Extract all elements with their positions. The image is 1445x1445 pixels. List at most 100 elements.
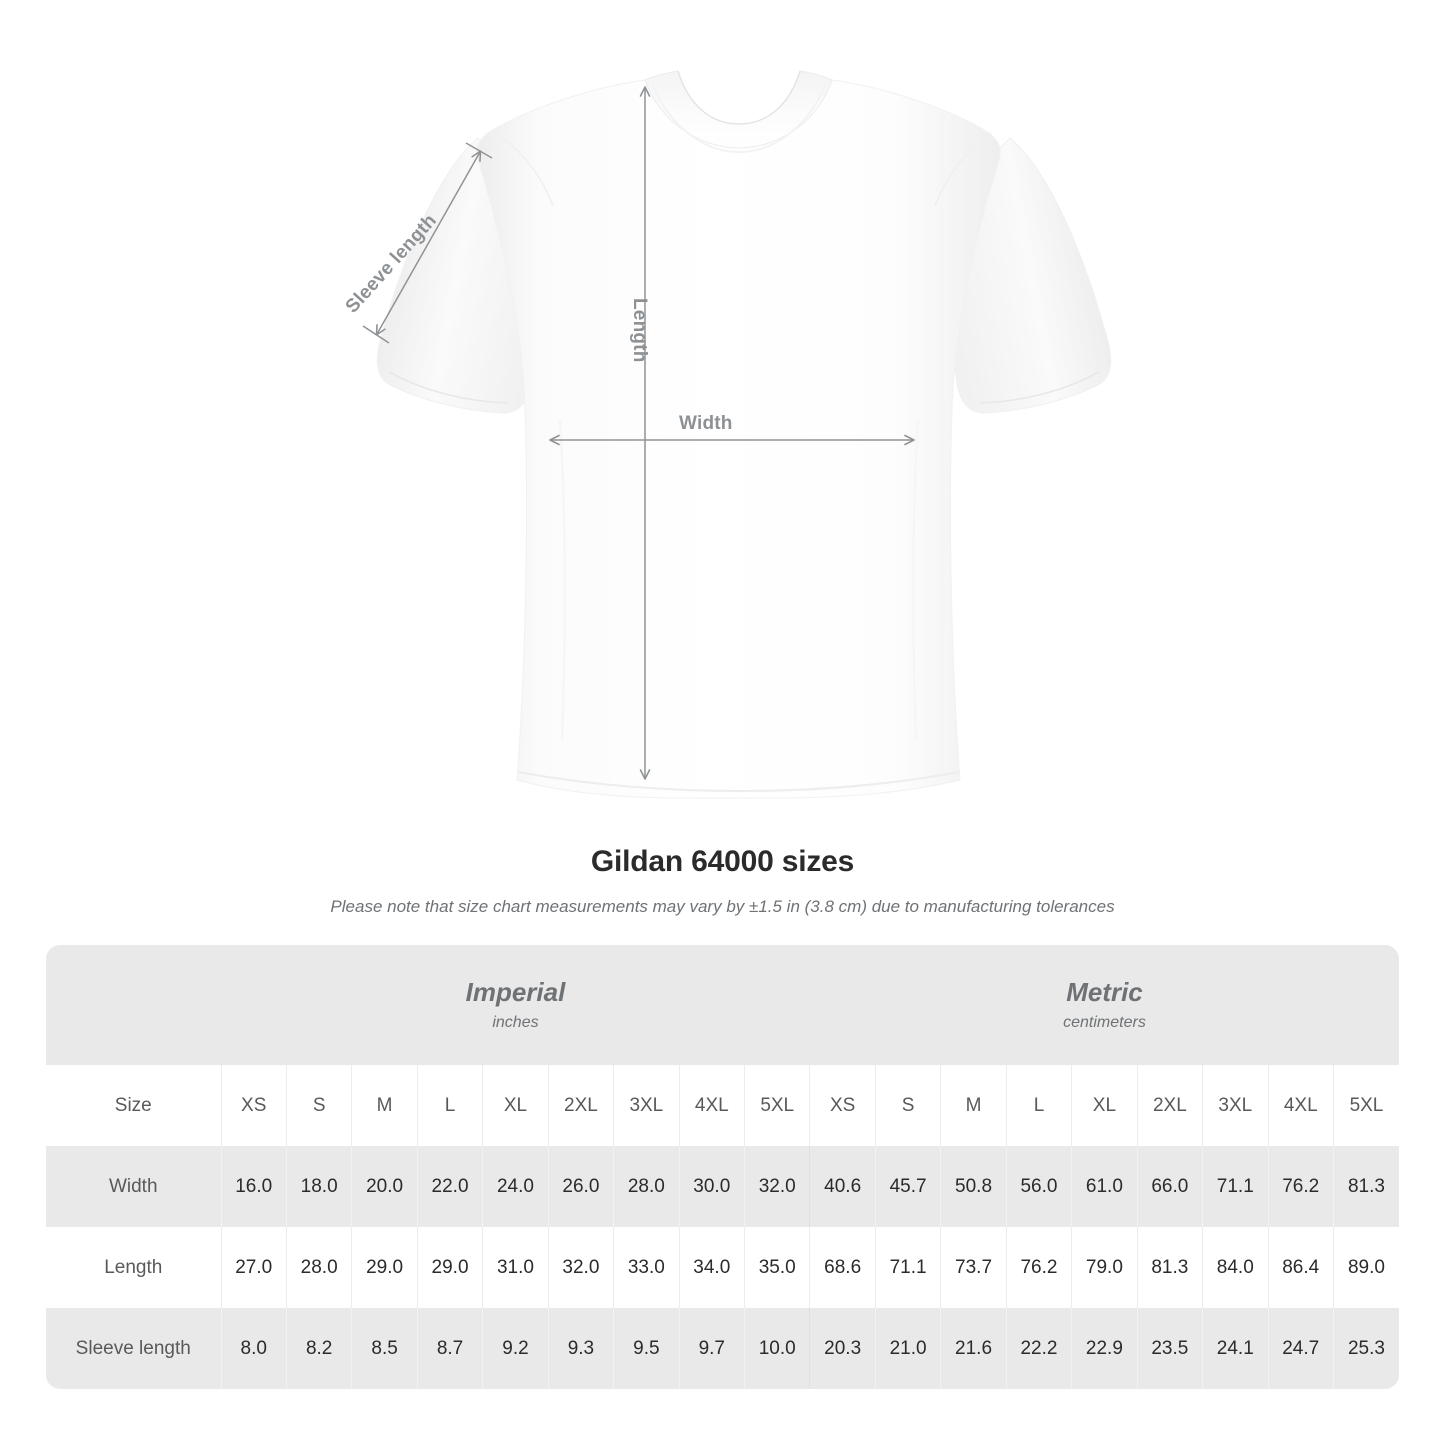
table-cell: 22.9: [1071, 1308, 1138, 1389]
size-column-header-imperial-2xl: 2XL: [547, 1065, 614, 1146]
table-cell: 40.6: [809, 1146, 876, 1227]
size-column-header-metric-l: L: [1005, 1065, 1072, 1146]
table-cell: 8.0: [220, 1308, 287, 1389]
size-column-header-imperial-s: S: [285, 1065, 352, 1146]
size-column-header-metric-s: S: [874, 1065, 941, 1146]
table-cell: 22.2: [1005, 1308, 1072, 1389]
size-column-header-imperial-xl: XL: [482, 1065, 549, 1146]
table-cell: 66.0: [1136, 1146, 1203, 1227]
left-sleeve-hem: [388, 371, 509, 404]
neck-opening: [677, 70, 801, 125]
table-cell: 22.0: [416, 1146, 483, 1227]
length-label: Length: [629, 298, 650, 363]
table-cell: 9.3: [547, 1308, 614, 1389]
table-cell: 68.6: [809, 1227, 876, 1308]
unit-group-subtitle: inches: [492, 1013, 539, 1031]
size-column-header-metric-3xl: 3XL: [1202, 1065, 1269, 1146]
size-column-header-metric-m: M: [940, 1065, 1007, 1146]
size-header-row: Size XS S M L XL 2XL 3XL 4XL 5XL XS S M L XL 2XL 3XL 4XL 5…: [46, 1065, 1399, 1146]
right-shoulder-seam: [934, 132, 992, 207]
table-cell: 81.3: [1332, 1146, 1399, 1227]
table-cell: 30.0: [678, 1146, 745, 1227]
table-cell: 9.7: [678, 1308, 745, 1389]
tshirt-shape: [376, 70, 1112, 799]
title-block: Gildan 64000 sizes Please note that size…: [0, 845, 1445, 917]
table-cell: 56.0: [1005, 1146, 1072, 1227]
size-column-header-metric-4xl: 4XL: [1267, 1065, 1334, 1146]
fabric-fold: [558, 419, 567, 741]
page-title: Gildan 64000 sizes: [590, 845, 855, 878]
table-cell: 21.6: [940, 1308, 1007, 1389]
size-column-header-metric-5xl: 5XL: [1332, 1065, 1399, 1146]
size-chart-table: Imperial inches Metric centimeters Size XS S M L…: [46, 945, 1399, 1389]
table-cell: 24.0: [482, 1146, 549, 1227]
table-cell: 25.3: [1332, 1308, 1399, 1389]
table-cell: 79.0: [1071, 1227, 1138, 1308]
table-cell: 32.0: [547, 1227, 614, 1308]
tshirt-diagram: Width Length Sleeve length: [342, 70, 1112, 799]
unit-group-metric: Metric centimeters: [809, 945, 1399, 1065]
table-row: Length 27.0 28.0 29.0 29.0 31.0 32.0 33.0 34.0 35…: [46, 1227, 1399, 1308]
width-label: Width: [679, 413, 733, 434]
sleeve-tick-top: [465, 142, 493, 159]
table-cell: 28.0: [285, 1227, 352, 1308]
table-cell: 8.5: [351, 1308, 418, 1389]
size-chart-table-wrapper: Imperial inches Metric centimeters Size XS S M L…: [46, 945, 1399, 1389]
row-label-sleeve-length: Sleeve length: [46, 1308, 221, 1389]
table-cell: 71.1: [874, 1227, 941, 1308]
table-cell: 76.2: [1005, 1227, 1072, 1308]
table-cell: 81.3: [1136, 1227, 1203, 1308]
table-cell: 45.7: [874, 1146, 941, 1227]
size-header-cell: Size: [46, 1065, 221, 1146]
table-cell: 9.5: [613, 1308, 680, 1389]
table-cell: 28.0: [613, 1146, 680, 1227]
table-cell: 34.0: [678, 1227, 745, 1308]
size-column-header-metric-xs: XS: [809, 1065, 876, 1146]
size-column-header-metric-2xl: 2XL: [1136, 1065, 1203, 1146]
size-column-header-imperial-l: L: [416, 1065, 483, 1146]
unit-group-name: Imperial: [465, 977, 566, 1008]
table-cell: 73.7: [940, 1227, 1007, 1308]
table-cell: 33.0: [613, 1227, 680, 1308]
tshirt-body: [476, 79, 1001, 799]
fabric-fold: [911, 419, 920, 741]
sleeve-dimension-line: [375, 150, 482, 336]
table-cell: 84.0: [1202, 1227, 1269, 1308]
table-cell: 16.0: [220, 1146, 287, 1227]
table-cell: 32.0: [743, 1146, 810, 1227]
table-cell: 20.0: [351, 1146, 418, 1227]
table-cell: 8.2: [285, 1308, 352, 1389]
table-cell: 18.0: [285, 1146, 352, 1227]
table-cell: 23.5: [1136, 1308, 1203, 1389]
table-cell: 50.8: [940, 1146, 1007, 1227]
size-column-header-imperial-m: M: [351, 1065, 418, 1146]
unit-group-imperial: Imperial inches: [221, 945, 810, 1065]
table-cell: 29.0: [351, 1227, 418, 1308]
unit-header-row: Imperial inches Metric centimeters: [46, 945, 1399, 1065]
table-cell: 10.0: [743, 1308, 810, 1389]
table-cell: 76.2: [1267, 1146, 1334, 1227]
size-column-header-imperial-3xl: 3XL: [613, 1065, 680, 1146]
dimension-lines: [362, 86, 915, 780]
table-cell: 26.0: [547, 1146, 614, 1227]
tshirt-illustration: [362, 70, 1112, 799]
unit-group-name: Metric: [1066, 977, 1143, 1008]
left-shoulder-seam: [496, 132, 554, 207]
size-column-header-metric-xl: XL: [1071, 1065, 1138, 1146]
table-cell: 35.0: [743, 1227, 810, 1308]
right-sleeve-hem: [979, 371, 1100, 404]
table-cell: 24.1: [1202, 1308, 1269, 1389]
collar-highlight: [651, 82, 827, 154]
size-column-header-imperial-4xl: 4XL: [678, 1065, 745, 1146]
table-cell: 20.3: [809, 1308, 876, 1389]
unit-row-spacer: [46, 945, 221, 1065]
sleeve-tick-bottom: [362, 325, 390, 344]
table-cell: 86.4: [1267, 1227, 1334, 1308]
table-cell: 31.0: [482, 1227, 549, 1308]
table-cell: 9.2: [482, 1308, 549, 1389]
table-cell: 29.0: [416, 1227, 483, 1308]
row-label-length: Length: [46, 1227, 221, 1308]
table-cell: 71.1: [1202, 1146, 1269, 1227]
table-cell: 89.0: [1332, 1227, 1399, 1308]
bottom-hem: [517, 771, 960, 793]
